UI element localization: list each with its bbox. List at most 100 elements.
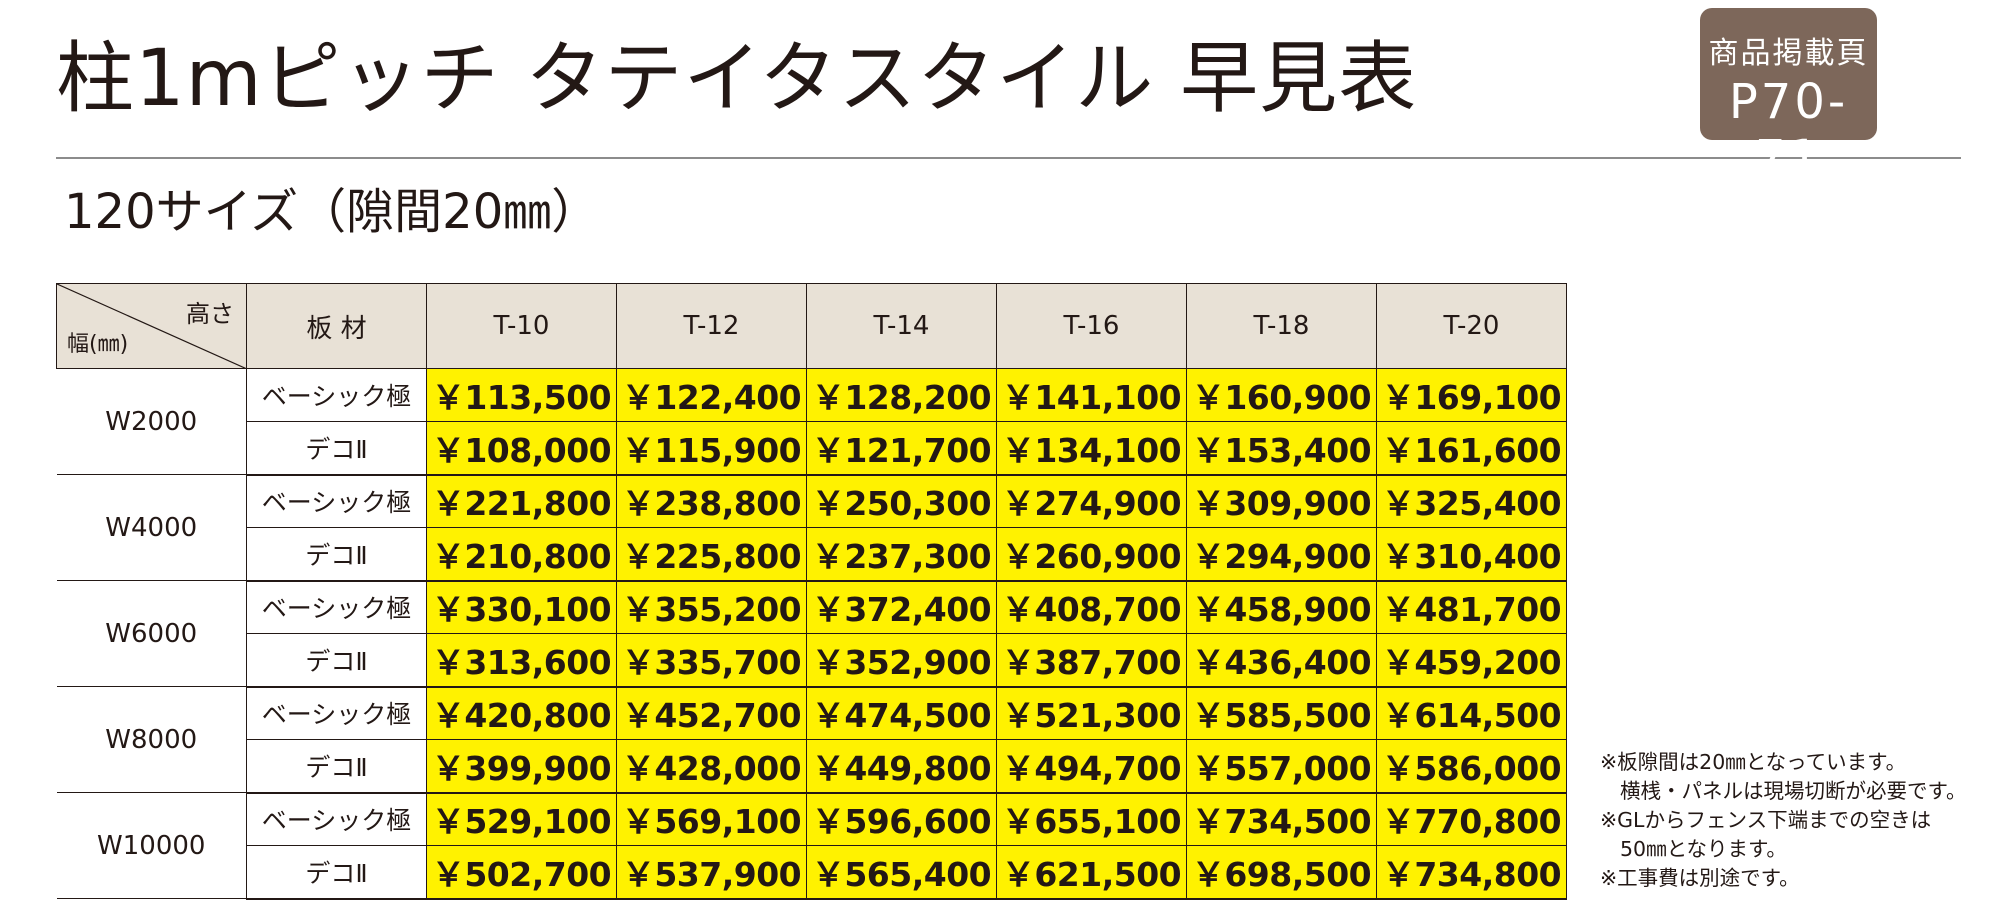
price-cell: ￥494,700 — [996, 739, 1187, 794]
footnote: 横桟・パネルは現場切断が必要です。 — [1620, 779, 1967, 803]
price-cell: ￥294,900 — [1186, 527, 1377, 582]
material-label: デコⅡ — [246, 527, 427, 582]
footnote: ※工事費は別途です。 — [1600, 866, 1800, 890]
size-subtitle: 120サイズ（隙間20㎜） — [64, 184, 600, 240]
price-cell: ￥458,900 — [1186, 580, 1377, 634]
price-cell: ￥698,500 — [1186, 845, 1377, 900]
price-table: 高さ 幅(㎜) 板 材 T-10 T-12 T-14 T-16 T-18 T-2… — [56, 283, 1567, 900]
price-cell: ￥770,800 — [1376, 792, 1567, 846]
price-cell: ￥309,900 — [1186, 474, 1377, 528]
price-cell: ￥586,000 — [1376, 739, 1567, 794]
price-cell: ￥565,400 — [806, 845, 997, 900]
price-cell: ￥260,900 — [996, 527, 1187, 582]
price-cell: ￥115,900 — [616, 421, 807, 476]
price-cell: ￥352,900 — [806, 633, 997, 688]
price-cell: ￥238,800 — [616, 474, 807, 528]
material-header: 板 材 — [246, 283, 427, 369]
catalog-page-badge: 商品掲載頁 P70-71 — [1700, 8, 1877, 186]
price-cell: ￥529,100 — [426, 792, 617, 846]
price-cell: ￥121,700 — [806, 421, 997, 476]
material-label: デコⅡ — [246, 845, 427, 900]
column-header: T-14 — [806, 283, 997, 369]
material-label: デコⅡ — [246, 633, 427, 688]
price-cell: ￥325,400 — [1376, 474, 1567, 528]
price-cell: ￥237,300 — [806, 527, 997, 582]
price-cell: ￥141,100 — [996, 368, 1187, 422]
price-cell: ￥108,000 — [426, 421, 617, 476]
table-row: デコⅡ ￥502,700 ￥537,900 ￥565,400 ￥621,500 … — [57, 845, 1567, 900]
price-cell: ￥372,400 — [806, 580, 997, 634]
price-cell: ￥335,700 — [616, 633, 807, 688]
width-label: W2000 — [56, 368, 247, 475]
price-cell: ￥655,100 — [996, 792, 1187, 846]
price-cell: ￥313,600 — [426, 633, 617, 688]
price-cell: ￥250,300 — [806, 474, 997, 528]
table-row: デコⅡ ￥313,600 ￥335,700 ￥352,900 ￥387,700 … — [57, 633, 1567, 688]
material-label: デコⅡ — [246, 421, 427, 476]
material-label: ベーシック極 — [246, 580, 427, 634]
footnote: 50㎜となります。 — [1620, 837, 1787, 861]
material-label: ベーシック極 — [246, 368, 427, 422]
price-cell: ￥481,700 — [1376, 580, 1567, 634]
table-row: W10000 ベーシック極 ￥529,100 ￥569,100 ￥596,600… — [56, 792, 1567, 899]
price-cell: ￥449,800 — [806, 739, 997, 794]
table-row: デコⅡ ￥399,900 ￥428,000 ￥449,800 ￥494,700 … — [57, 739, 1567, 794]
table-row: W2000 ベーシック極 ￥113,500 ￥122,400 ￥128,200 … — [56, 368, 1567, 475]
width-axis-label: 幅(㎜) — [67, 332, 129, 357]
price-cell: ￥160,900 — [1186, 368, 1377, 422]
footnote: ※GLからフェンス下端までの空きは — [1600, 808, 1932, 832]
price-cell: ￥614,500 — [1376, 686, 1567, 740]
price-cell: ￥161,600 — [1376, 421, 1567, 476]
height-axis-label: 高さ — [186, 300, 234, 328]
price-cell: ￥452,700 — [616, 686, 807, 740]
column-header: T-16 — [996, 283, 1187, 369]
column-header: T-18 — [1186, 283, 1377, 369]
price-cell: ￥128,200 — [806, 368, 997, 422]
material-label: ベーシック極 — [246, 474, 427, 528]
width-label: W6000 — [56, 580, 247, 687]
material-label: デコⅡ — [246, 739, 427, 794]
price-cell: ￥210,800 — [426, 527, 617, 582]
price-cell: ￥113,500 — [426, 368, 617, 422]
table-row: W8000 ベーシック極 ￥420,800 ￥452,700 ￥474,500 … — [56, 686, 1567, 793]
price-cell: ￥521,300 — [996, 686, 1187, 740]
price-cell: ￥225,800 — [616, 527, 807, 582]
price-cell: ￥330,100 — [426, 580, 617, 634]
title-divider — [56, 157, 1961, 159]
page-title: 柱1mピッチ タテイタスタイル 早見表 — [56, 34, 1418, 124]
price-cell: ￥585,500 — [1186, 686, 1377, 740]
price-cell: ￥169,100 — [1376, 368, 1567, 422]
table-row: デコⅡ ￥108,000 ￥115,900 ￥121,700 ￥134,100 … — [57, 421, 1567, 476]
price-cell: ￥420,800 — [426, 686, 617, 740]
price-cell: ￥153,400 — [1186, 421, 1377, 476]
footnote: ※板隙間は20㎜となっています。 — [1600, 750, 1907, 774]
price-cell: ￥387,700 — [996, 633, 1187, 688]
price-cell: ￥122,400 — [616, 368, 807, 422]
price-cell: ￥399,900 — [426, 739, 617, 794]
price-cell: ￥557,000 — [1186, 739, 1377, 794]
table-row: W4000 ベーシック極 ￥221,800 ￥238,800 ￥250,300 … — [56, 474, 1567, 581]
column-header: T-10 — [426, 283, 617, 369]
price-cell: ￥408,700 — [996, 580, 1187, 634]
width-label: W4000 — [56, 474, 247, 581]
width-label: W10000 — [56, 792, 247, 899]
price-cell: ￥734,800 — [1376, 845, 1567, 900]
price-cell: ￥355,200 — [616, 580, 807, 634]
price-cell: ￥596,600 — [806, 792, 997, 846]
price-cell: ￥537,900 — [616, 845, 807, 900]
table-row: デコⅡ ￥210,800 ￥225,800 ￥237,300 ￥260,900 … — [57, 527, 1567, 582]
price-cell: ￥459,200 — [1376, 633, 1567, 688]
price-cell: ￥310,400 — [1376, 527, 1567, 582]
badge-pages: P70-71 — [1728, 74, 1849, 186]
price-cell: ￥436,400 — [1186, 633, 1377, 688]
diagonal-divider — [57, 284, 247, 369]
material-label: ベーシック極 — [246, 686, 427, 740]
column-header: T-20 — [1376, 283, 1567, 369]
table-row: W6000 ベーシック極 ￥330,100 ￥355,200 ￥372,400 … — [56, 580, 1567, 687]
badge-label: 商品掲載頁 — [1708, 36, 1869, 71]
price-cell: ￥734,500 — [1186, 792, 1377, 846]
material-label: ベーシック極 — [246, 792, 427, 846]
price-cell: ￥221,800 — [426, 474, 617, 528]
width-label: W8000 — [56, 686, 247, 793]
price-cell: ￥569,100 — [616, 792, 807, 846]
